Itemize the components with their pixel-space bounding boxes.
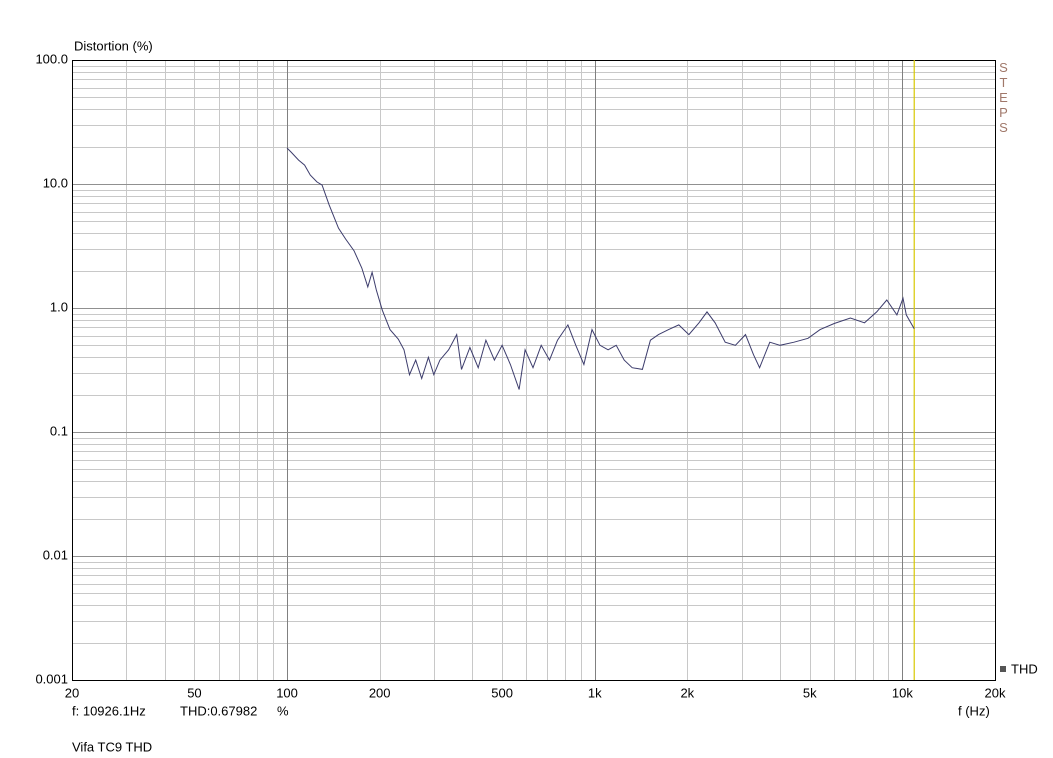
caption: Vifa TC9 THD	[72, 739, 152, 754]
legend-label: THD	[1011, 661, 1038, 676]
cursor-unit: %	[277, 703, 289, 718]
minor-grid	[72, 60, 995, 680]
x-tick-label: 200	[369, 685, 391, 700]
x-tick-label: 20k	[985, 685, 1006, 700]
x-tick-label: 50	[187, 685, 201, 700]
side-label: STEPS	[996, 60, 1011, 135]
x-tick-label: 5k	[803, 685, 817, 700]
plot-frame	[72, 60, 996, 681]
x-tick-label: 500	[491, 685, 513, 700]
x-tick-label: 2k	[680, 685, 694, 700]
y-tick-label: 10.0	[43, 175, 68, 190]
y-tick-label: 1.0	[50, 299, 68, 314]
x-tick-label: 1k	[588, 685, 602, 700]
x-tick-label: 20	[65, 685, 79, 700]
y-axis-label: Distortion (%)	[74, 38, 153, 53]
cursor-x-readout: f: 10926.1Hz	[72, 703, 146, 718]
legend-swatch	[1000, 666, 1006, 672]
x-tick-label: 10k	[892, 685, 913, 700]
y-tick-label: 0.001	[35, 671, 68, 686]
cursor-y-readout: THD:0.67982	[180, 703, 257, 718]
x-tick-label: 100	[276, 685, 298, 700]
y-tick-label: 0.01	[43, 547, 68, 562]
y-tick-label: 100.0	[35, 51, 68, 66]
y-tick-label: 0.1	[50, 423, 68, 438]
x-axis-label: f (Hz)	[958, 703, 990, 718]
data-line	[286, 147, 915, 390]
